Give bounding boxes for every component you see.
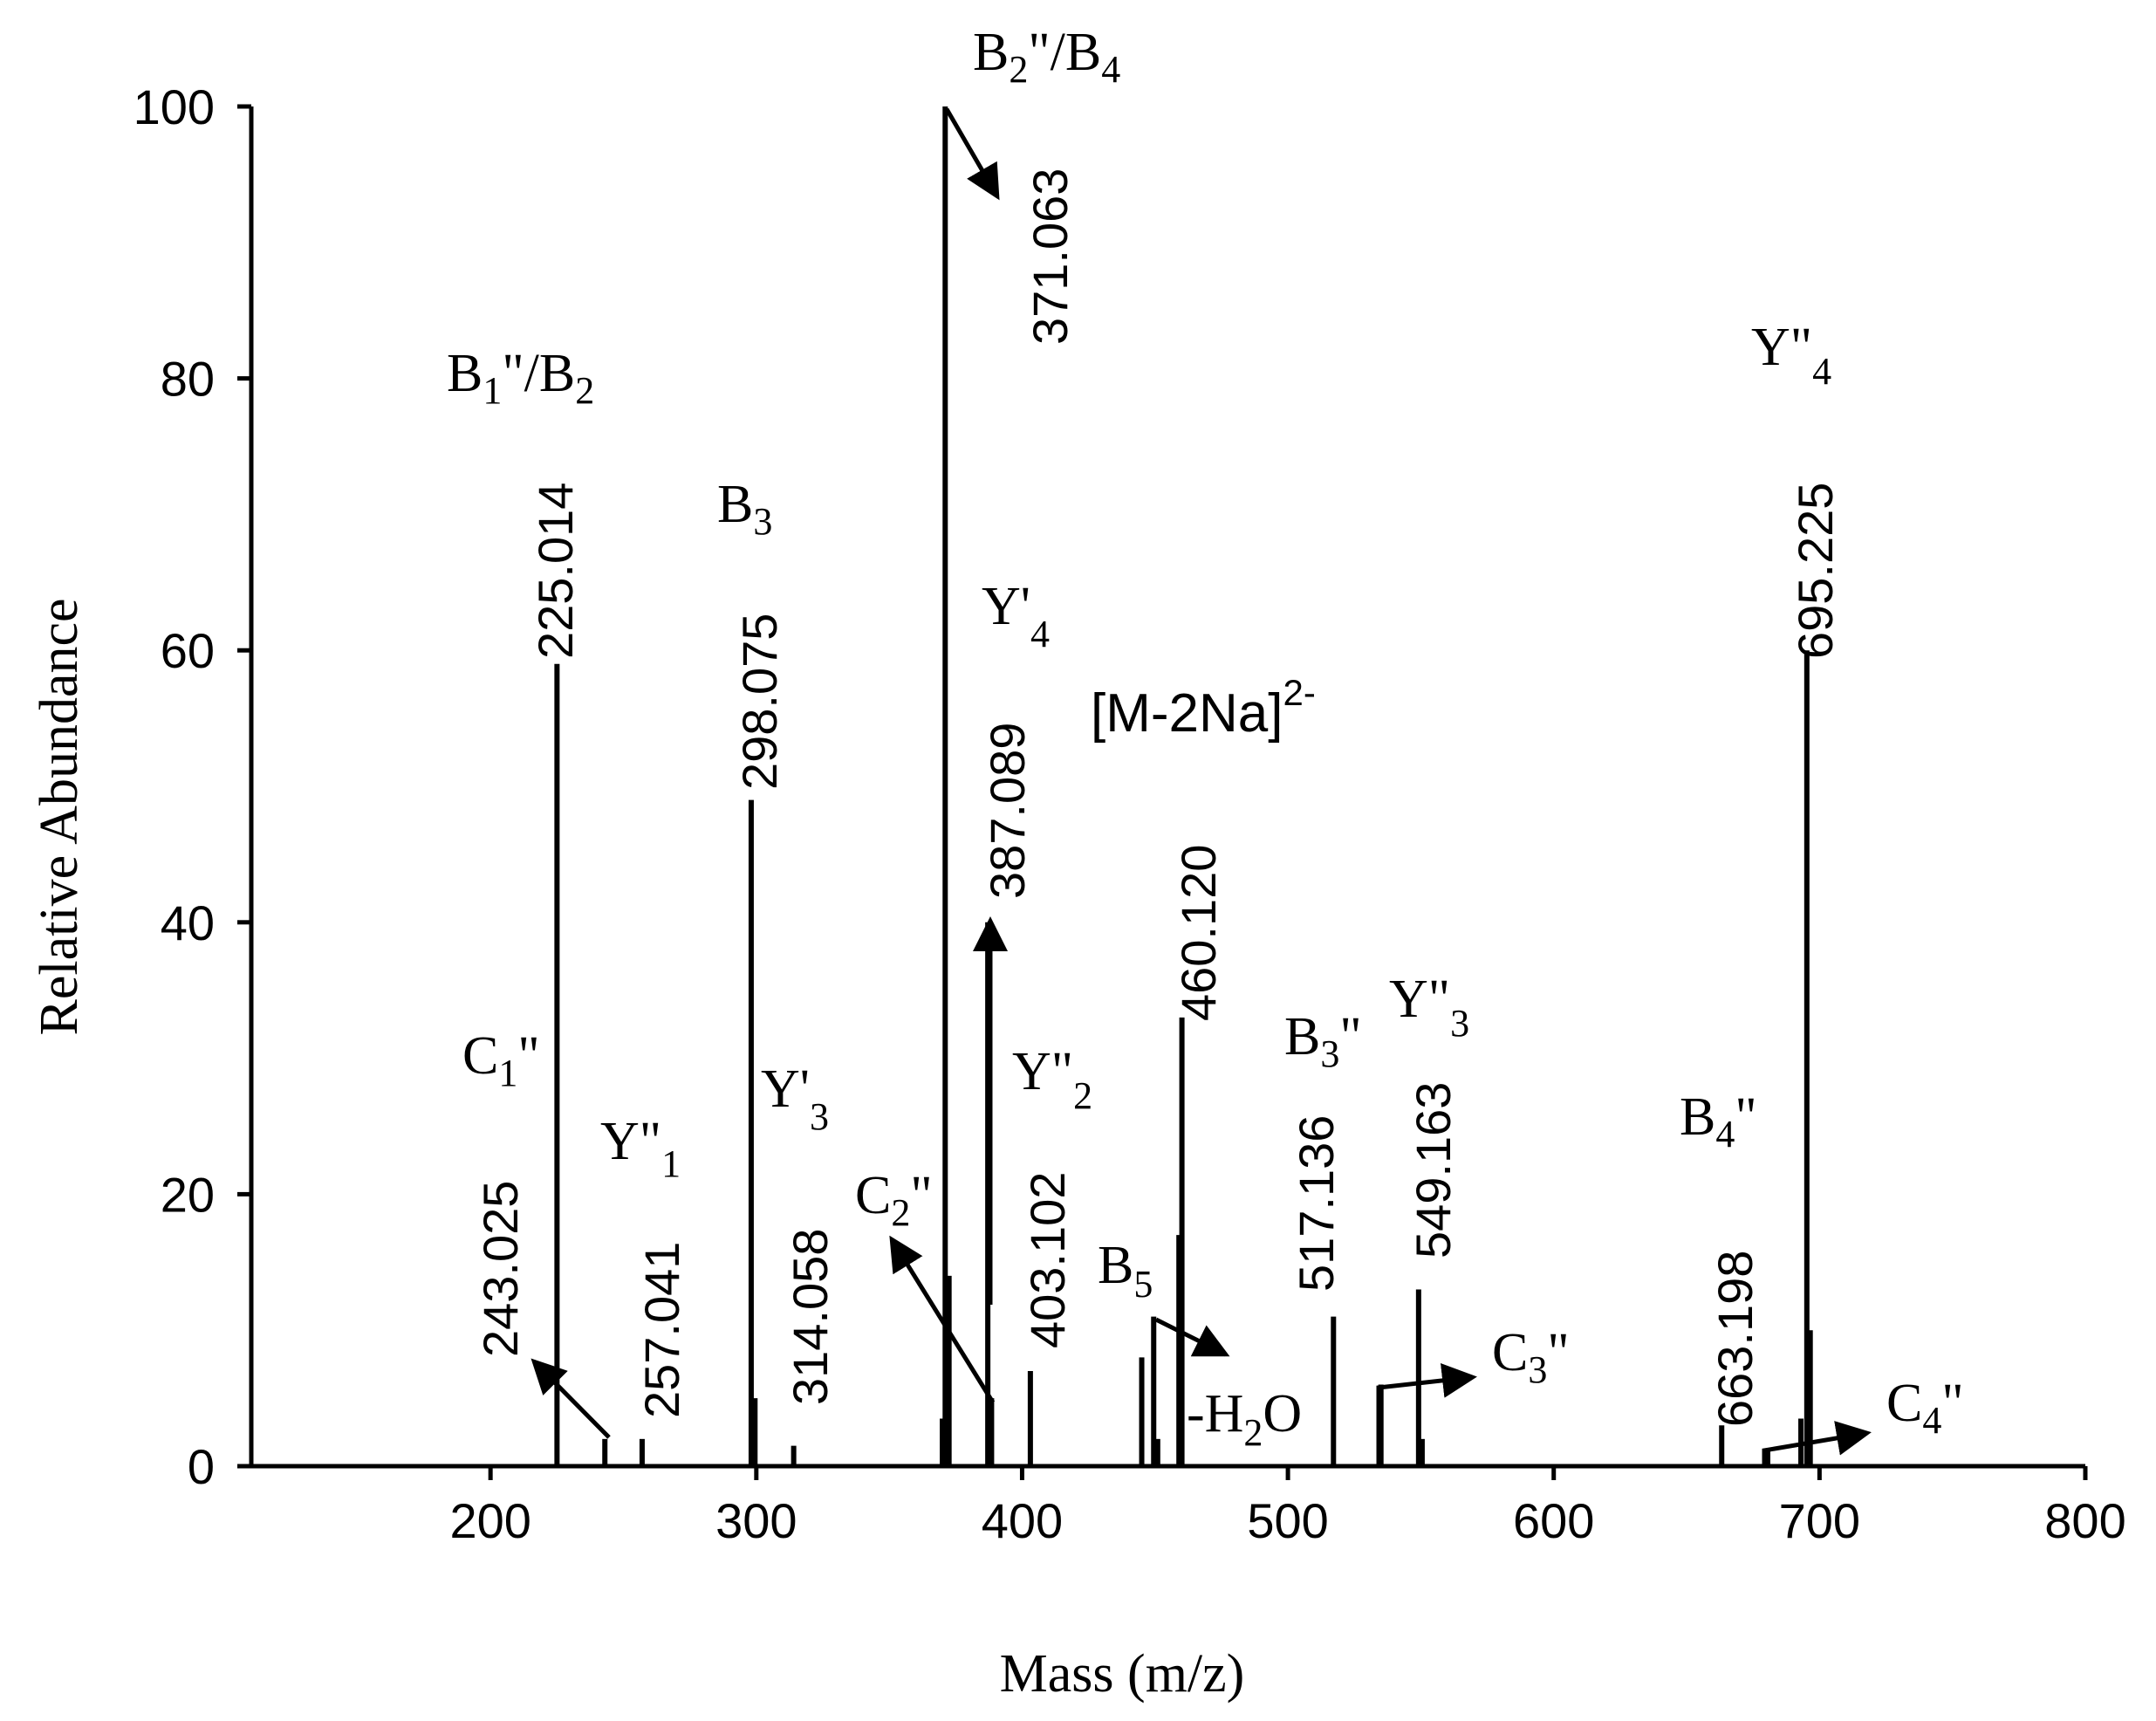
ion-label-b3: B3 (717, 475, 772, 543)
ion-label-c1: C1" (462, 1026, 540, 1094)
ion-label-b3pp: B3" (1284, 1007, 1362, 1075)
ion-labels: B1"/B2 C1" Y"1 B3 Y'3 B2"/B4 C2" Y'4 Y"2… (447, 23, 1964, 1454)
y-axis-title: Relative Abundance (30, 599, 89, 1036)
ion-label-m-2na: [M-2Na]2- (1091, 672, 1316, 744)
mass-label-460: 460.120 (1171, 845, 1226, 1021)
ion-label-c2: C2" (855, 1166, 933, 1234)
mass-label-314: 314.058 (783, 1229, 838, 1405)
arrow-c2 (889, 1235, 996, 1404)
arrow-c4 (1762, 1421, 1872, 1466)
mass-label-549: 549.163 (1406, 1082, 1461, 1258)
mass-label-298: 298.075 (732, 614, 787, 790)
peaks (554, 106, 1813, 1466)
x-tick-label: 200 (449, 1493, 530, 1548)
mass-label-403: 403.102 (1020, 1172, 1075, 1348)
annotation-arrows (530, 107, 1872, 1466)
arrow-371 (944, 107, 1000, 201)
x-tick-label: 500 (1247, 1493, 1328, 1548)
ion-label-y3p: Y'3 (761, 1059, 829, 1138)
axes: 200 300 400 500 600 700 800 0 20 40 60 80 100 (133, 79, 2126, 1548)
mass-label-257: 257.041 (634, 1242, 689, 1418)
ion-label-y3pp: Y"3 (1389, 970, 1469, 1045)
x-tick-label: 700 (1779, 1493, 1860, 1548)
ion-label-b4pp: B4" (1680, 1087, 1757, 1155)
mass-label-243: 243.025 (473, 1181, 528, 1357)
x-tick-label: 600 (1513, 1493, 1594, 1548)
mass-label-517: 517.136 (1289, 1115, 1344, 1292)
y-tick-label: 60 (161, 623, 215, 678)
ion-label-y4p: Y'4 (982, 577, 1050, 655)
y-tick-label: 80 (161, 352, 215, 407)
mass-label-695: 695.225 (1788, 483, 1843, 659)
arrow-243 (530, 1358, 611, 1439)
ion-label-c3: C3" (1492, 1323, 1570, 1391)
x-axis-title: Mass (m/z) (1000, 1644, 1245, 1704)
y-tick-label: 20 (161, 1167, 215, 1222)
ion-label-y4pp: Y"4 (1751, 318, 1831, 393)
ion-label-c4: C4" (1886, 1374, 1964, 1442)
arrow-c3 (1376, 1362, 1477, 1466)
arrow-b5 (1154, 1317, 1230, 1357)
ion-label-b5: B5 (1098, 1236, 1153, 1306)
ion-label-y1: Y"1 (600, 1112, 681, 1185)
y-tick-label: 0 (188, 1439, 215, 1494)
y-tick-label: 100 (133, 79, 215, 134)
ion-label-h2o: -H2O (1187, 1384, 1302, 1454)
ion-label-b2-b4: B2"/B4 (973, 23, 1120, 91)
mass-label-663: 663.198 (1708, 1251, 1762, 1427)
mass-label-225: 225.014 (528, 483, 583, 659)
ion-label-b1-b2: B1"/B2 (447, 344, 594, 412)
x-tick-label: 800 (2044, 1493, 2125, 1548)
mass-labels: 225.014 243.025 257.041 298.075 314.058 … (473, 168, 1843, 1427)
x-tick-label: 300 (715, 1493, 797, 1548)
x-tick-label: 400 (982, 1493, 1063, 1548)
mass-label-387: 387.089 (980, 723, 1035, 899)
y-tick-label: 40 (161, 895, 215, 950)
mass-label-371: 371.063 (1023, 168, 1078, 345)
ion-label-y2: Y"2 (1012, 1042, 1092, 1117)
